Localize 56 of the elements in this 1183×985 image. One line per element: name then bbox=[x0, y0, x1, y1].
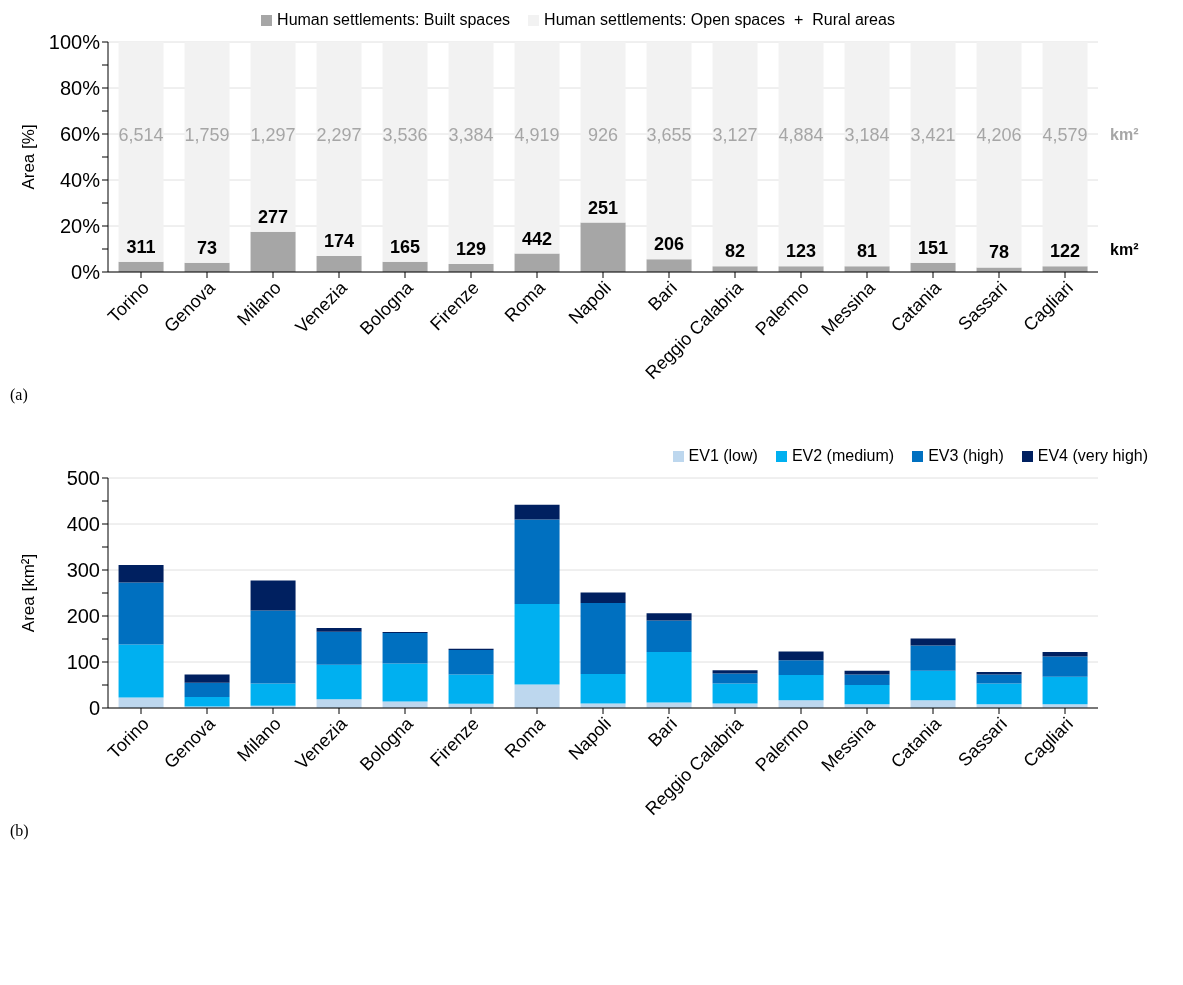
annotation: 82 bbox=[724, 240, 746, 263]
annotation: 122 bbox=[1048, 240, 1081, 263]
annotation: 174 bbox=[322, 229, 355, 252]
annotation: 251 bbox=[586, 196, 619, 219]
legend-label: EV4 (very high) bbox=[1036, 447, 1148, 465]
annotation: 78 bbox=[988, 241, 1010, 264]
text: (b) bbox=[10, 822, 30, 840]
y-tick-label: 100 bbox=[66, 651, 100, 674]
text: (a) bbox=[10, 386, 29, 404]
annotation: 206 bbox=[652, 233, 685, 256]
legend-label: Human settlements: Built spaces bbox=[276, 11, 511, 29]
annotation: 3,384 bbox=[447, 124, 495, 147]
y-tick-label: 0 bbox=[88, 697, 100, 720]
y-tick-label: 300 bbox=[66, 559, 100, 582]
annotation: 3,184 bbox=[843, 124, 891, 147]
x-tick-label: Bari bbox=[644, 277, 681, 315]
annotation: 1,759 bbox=[183, 124, 231, 147]
annotation: 6,514 bbox=[117, 124, 165, 147]
annotation: 123 bbox=[784, 240, 817, 263]
annotation: 3,655 bbox=[645, 124, 693, 147]
annotation: 4,206 bbox=[975, 124, 1023, 147]
annotation: 4,579 bbox=[1041, 124, 1089, 147]
annotation: 442 bbox=[520, 227, 553, 250]
y-tick-label: 40% bbox=[59, 169, 101, 192]
y-axis-title: Area [km²] bbox=[19, 553, 39, 633]
annotation: 926 bbox=[586, 124, 619, 147]
y-tick-label: 500 bbox=[66, 467, 100, 490]
annotation: 3,127 bbox=[711, 124, 759, 147]
y-tick-label: 80% bbox=[59, 77, 101, 100]
annotation: 1,297 bbox=[249, 124, 297, 147]
x-tick-label: Bari bbox=[644, 713, 681, 751]
legend-label: EV1 (low) bbox=[687, 447, 758, 465]
annotation: 151 bbox=[916, 236, 949, 259]
annotation: 4,919 bbox=[513, 124, 561, 147]
annotation: 4,884 bbox=[777, 124, 825, 147]
annotation: 2,297 bbox=[315, 124, 363, 147]
legend-label: EV2 (medium) bbox=[790, 447, 895, 465]
y-tick-label: 0% bbox=[71, 261, 101, 284]
legend-label: Human settlements: Open spaces + Rural areas bbox=[543, 11, 895, 29]
annotation: 3,421 bbox=[909, 124, 957, 147]
annotation: 3,536 bbox=[381, 124, 429, 147]
text: km² bbox=[1110, 125, 1139, 146]
text: km² bbox=[1110, 240, 1139, 261]
y-tick-label: 100% bbox=[48, 31, 101, 54]
annotation: 165 bbox=[388, 235, 421, 258]
y-tick-label: 200 bbox=[66, 605, 100, 628]
y-axis-title: Area [%] bbox=[19, 124, 39, 190]
annotation: 277 bbox=[256, 205, 289, 228]
legend-label: EV3 (high) bbox=[927, 447, 1004, 465]
y-tick-label: 400 bbox=[66, 513, 100, 536]
annotation: 129 bbox=[454, 237, 487, 260]
y-tick-label: 20% bbox=[59, 215, 101, 238]
annotation: 311 bbox=[125, 235, 157, 258]
annotation: 81 bbox=[856, 240, 878, 263]
y-tick-label: 60% bbox=[59, 123, 101, 146]
annotation: 73 bbox=[196, 236, 218, 259]
